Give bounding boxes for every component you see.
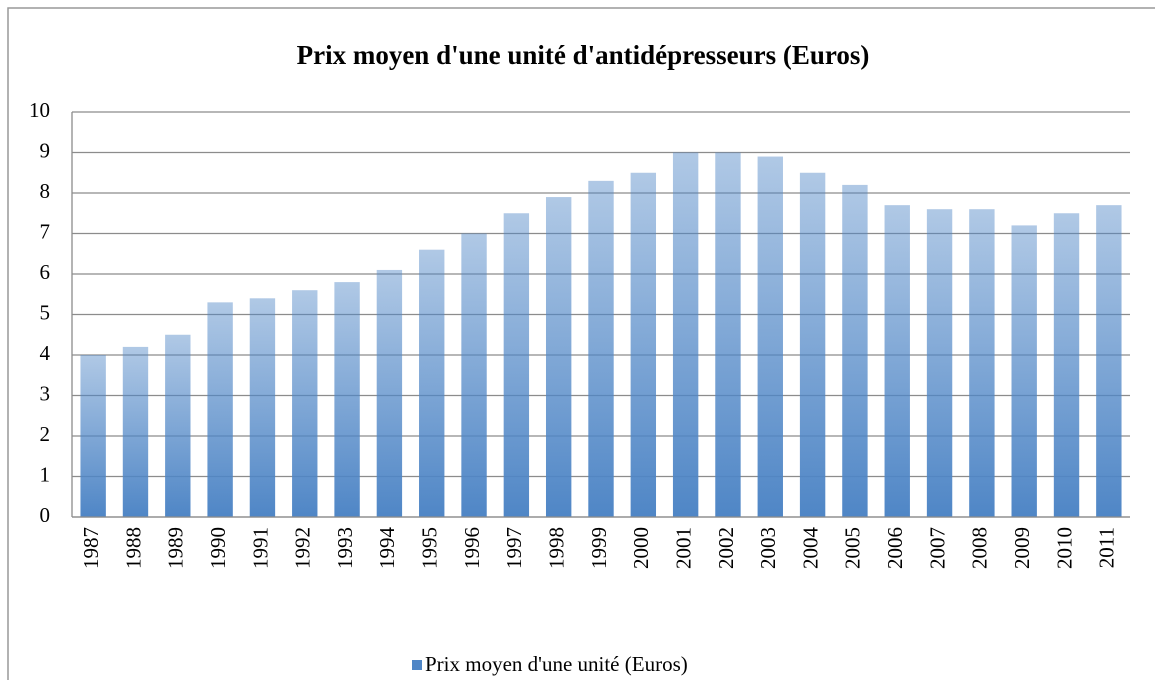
x-tick-label: 2011 (1095, 527, 1119, 568)
x-tick-label: 2005 (841, 527, 865, 569)
chart-title: Prix moyen d'une unité d'antidépresseurs… (297, 40, 870, 70)
x-tick-label: 2002 (714, 527, 738, 569)
bar (1053, 213, 1080, 517)
bar (503, 213, 530, 517)
x-tick-label: 1988 (121, 527, 145, 569)
y-tick-label: 4 (40, 341, 51, 365)
bar (207, 302, 233, 517)
x-tick-label: 1989 (164, 527, 188, 569)
bar (926, 209, 953, 517)
x-tick-label: 2006 (883, 527, 907, 569)
x-tick-label: 2000 (629, 527, 653, 569)
y-tick-label: 8 (40, 179, 51, 203)
x-tick-label: 2008 (968, 527, 992, 569)
bar (715, 152, 741, 517)
y-tick-label: 1 (40, 462, 51, 486)
bar (1096, 205, 1122, 517)
bar (165, 334, 191, 517)
x-tick-label: 2007 (925, 527, 949, 569)
x-tick-label: 2003 (756, 527, 780, 569)
x-tick-label: 2004 (798, 527, 822, 570)
bar (1011, 225, 1037, 517)
y-tick-label: 3 (40, 381, 51, 405)
bar (630, 172, 657, 517)
x-tick-label: 1999 (587, 527, 611, 569)
x-tick-label: 1993 (333, 527, 357, 569)
x-tick-label: 1995 (418, 527, 442, 569)
y-tick-label: 0 (40, 503, 51, 527)
bar (334, 282, 360, 517)
x-tick-label: 1997 (502, 527, 526, 569)
y-tick-label: 9 (40, 138, 51, 162)
x-tick-label: 2001 (671, 527, 695, 569)
x-tick-label: 1996 (460, 527, 484, 569)
x-tick-label: 1998 (544, 527, 568, 569)
x-tick-label: 1987 (79, 527, 103, 569)
bar (799, 172, 826, 517)
y-tick-label: 2 (40, 422, 51, 446)
y-tick-label: 6 (40, 260, 51, 284)
bar (249, 298, 276, 517)
x-tick-label: 1990 (206, 527, 230, 569)
bar (672, 152, 699, 517)
bar (884, 205, 910, 517)
bar (419, 249, 445, 517)
x-tick-label: 1991 (248, 527, 272, 569)
bar (757, 156, 783, 518)
legend-label: Prix moyen d'une unité (Euros) (425, 652, 688, 676)
legend-marker (412, 660, 422, 670)
bar (842, 184, 868, 517)
bar (376, 269, 403, 517)
bar (588, 180, 614, 517)
bar (122, 346, 149, 517)
y-tick-label: 10 (29, 98, 50, 122)
y-tick-label: 7 (40, 219, 51, 243)
x-tick-label: 1992 (291, 527, 315, 569)
x-tick-label: 2009 (1010, 527, 1034, 569)
y-tick-label: 5 (40, 300, 51, 324)
bar (969, 209, 995, 517)
bar (545, 197, 572, 518)
chart-frame (7, 7, 1155, 680)
x-tick-label: 1994 (375, 527, 399, 570)
x-tick-label: 2010 (1052, 527, 1076, 569)
bar (461, 233, 487, 517)
bar (292, 290, 318, 517)
bar (80, 355, 106, 517)
